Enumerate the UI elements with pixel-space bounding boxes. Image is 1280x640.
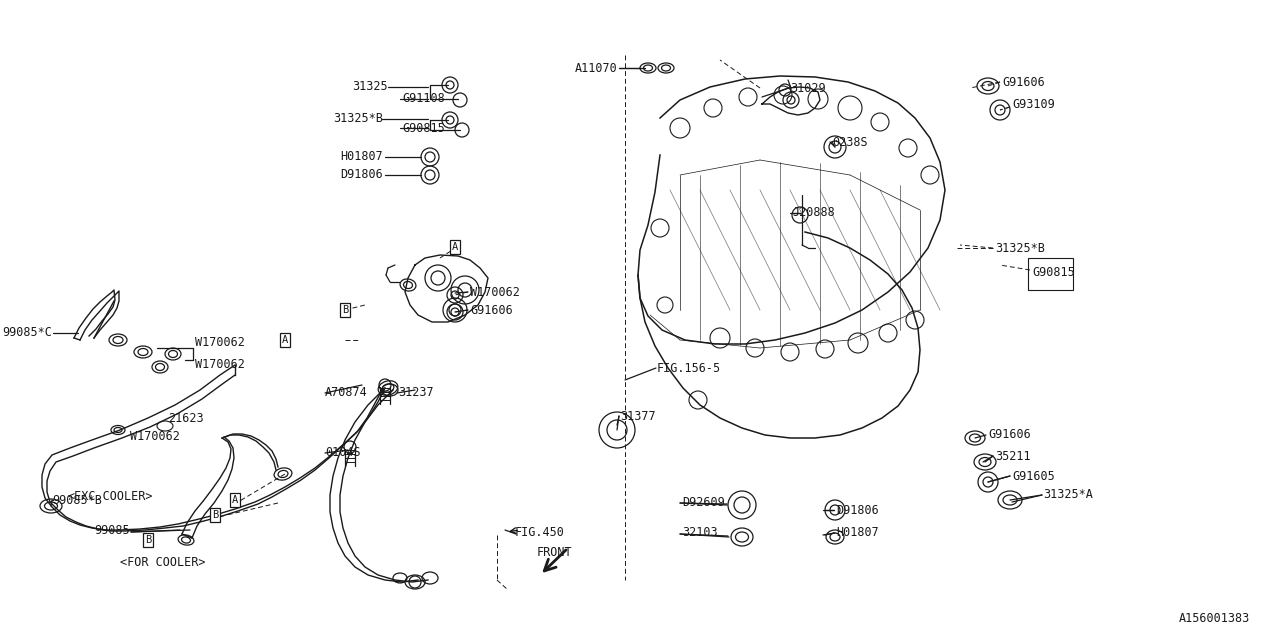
Text: A156001383: A156001383 <box>1179 612 1251 625</box>
Text: <FOR COOLER>: <FOR COOLER> <box>120 557 206 570</box>
Text: FRONT: FRONT <box>538 545 572 559</box>
Text: FIG.450: FIG.450 <box>515 527 564 540</box>
Text: 99085*C: 99085*C <box>3 326 52 339</box>
Text: G93109: G93109 <box>1012 97 1055 111</box>
Text: D92609: D92609 <box>682 495 724 509</box>
Text: 31325*B: 31325*B <box>995 241 1044 255</box>
Text: H01807: H01807 <box>340 150 383 163</box>
Text: B: B <box>212 510 218 520</box>
Text: G91606: G91606 <box>1002 76 1044 88</box>
Text: W170062: W170062 <box>470 285 520 298</box>
Text: G91605: G91605 <box>1012 470 1055 483</box>
Text: H01807: H01807 <box>836 527 879 540</box>
Text: 0104S: 0104S <box>325 447 361 460</box>
Text: A11070: A11070 <box>575 61 618 74</box>
Text: B: B <box>342 305 348 315</box>
Text: 99085: 99085 <box>95 524 131 536</box>
Text: 35211: 35211 <box>995 449 1030 463</box>
Text: G91108: G91108 <box>402 93 444 106</box>
Text: <EXC.COOLER>: <EXC.COOLER> <box>68 490 154 504</box>
Text: 31377: 31377 <box>620 410 655 422</box>
Text: 31237: 31237 <box>398 387 434 399</box>
Text: A: A <box>452 242 458 252</box>
Text: G91606: G91606 <box>470 303 513 317</box>
Bar <box>1028 258 1073 290</box>
Text: G90815: G90815 <box>402 122 444 134</box>
Text: A70874: A70874 <box>325 387 367 399</box>
Text: 99085*B: 99085*B <box>52 493 102 506</box>
Text: FIG.156-5: FIG.156-5 <box>657 362 721 374</box>
Text: W170062: W170062 <box>195 337 244 349</box>
Text: D91806: D91806 <box>340 168 383 182</box>
Text: 31325*A: 31325*A <box>1043 488 1093 502</box>
Text: W170062: W170062 <box>195 358 244 371</box>
Text: J20888: J20888 <box>792 207 835 220</box>
Text: G90815: G90815 <box>1032 266 1075 280</box>
Text: A: A <box>232 495 238 505</box>
Text: 21623: 21623 <box>168 412 204 424</box>
Text: 31029: 31029 <box>790 81 826 95</box>
Text: D91806: D91806 <box>836 504 879 516</box>
Text: W170062: W170062 <box>131 431 180 444</box>
Text: 31325*B: 31325*B <box>333 113 383 125</box>
Text: A: A <box>282 335 288 345</box>
Text: 31325: 31325 <box>352 81 388 93</box>
Text: 32103: 32103 <box>682 527 718 540</box>
Text: 0238S: 0238S <box>832 136 868 148</box>
Text: B: B <box>145 535 151 545</box>
Text: G91606: G91606 <box>988 429 1030 442</box>
